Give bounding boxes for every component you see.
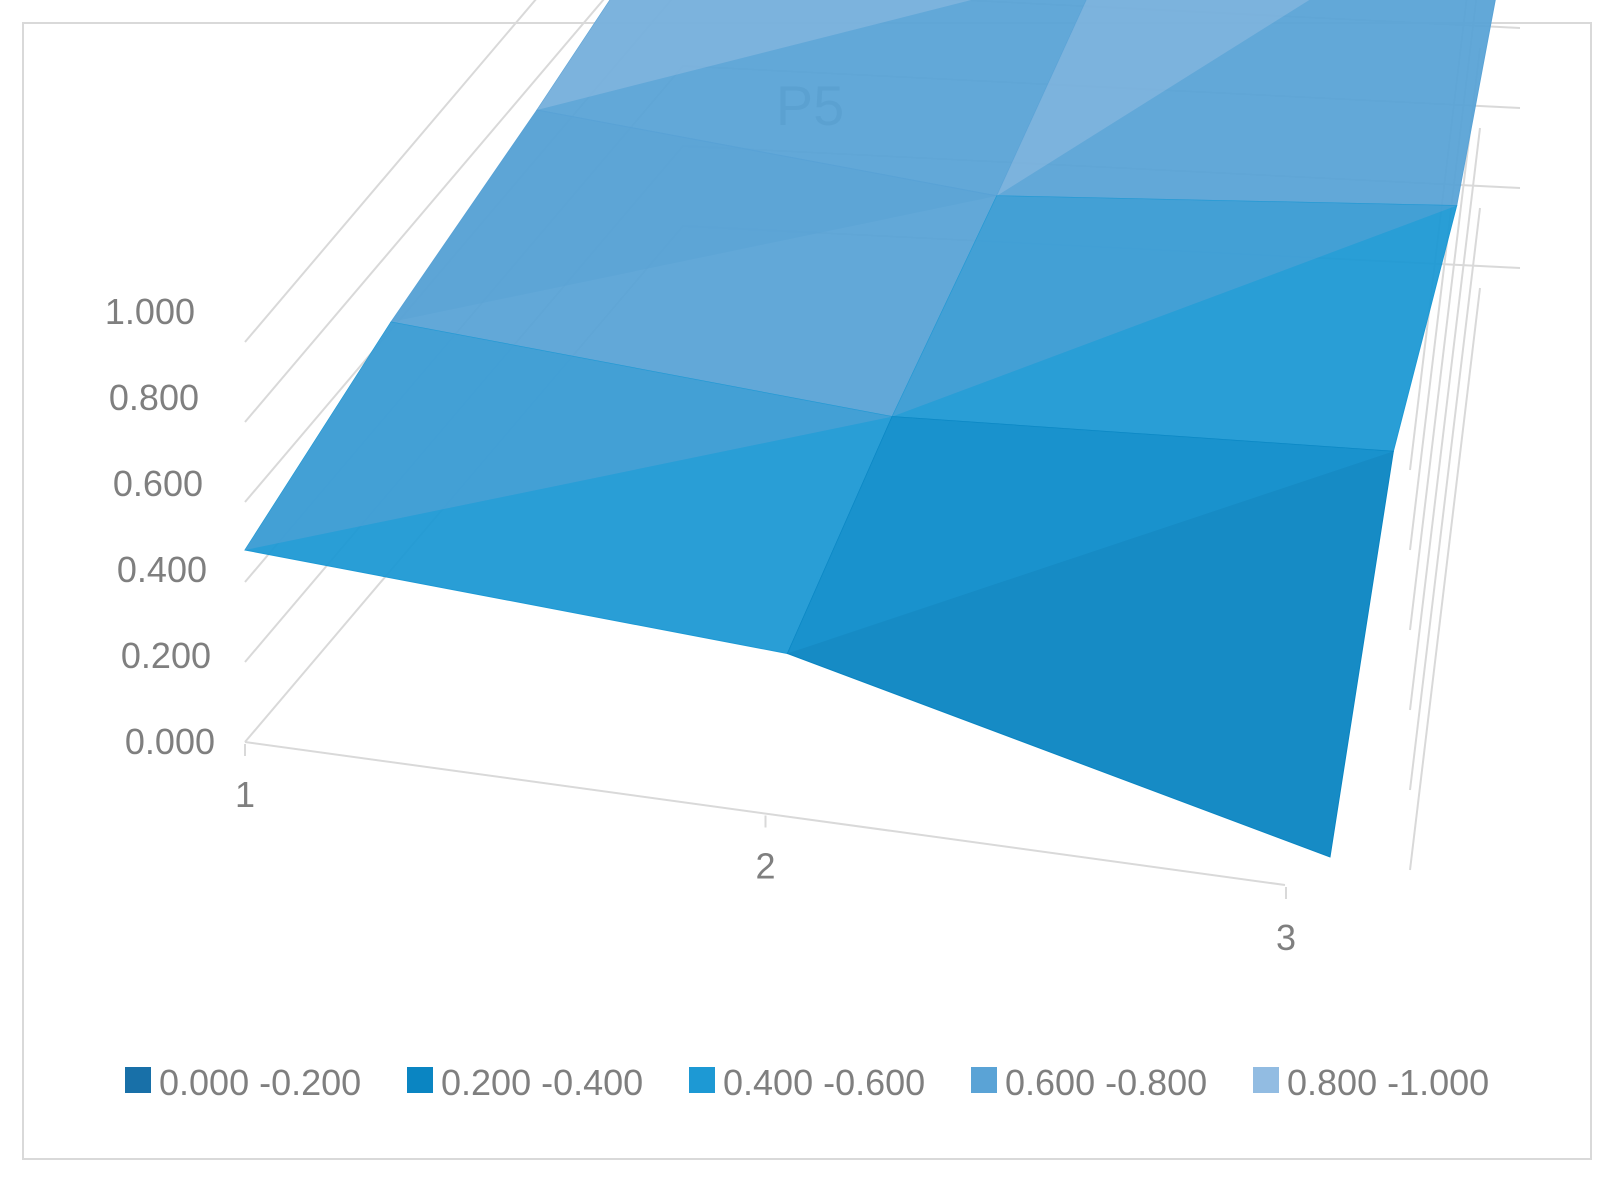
z-tick-label: 0.200 — [121, 635, 211, 676]
surface-facet — [892, 195, 1457, 417]
legend-swatch — [125, 1067, 151, 1093]
x-tick-label: 3 — [1276, 917, 1296, 958]
gridline — [244, 0, 605, 423]
x-tick-label: 1 — [235, 774, 255, 815]
surface-facet — [996, 0, 1310, 196]
x-axis-line — [244, 741, 1286, 886]
z-tick-label: 1.000 — [105, 291, 195, 332]
surface-plot — [244, 0, 1496, 858]
legend-swatch — [1253, 1067, 1279, 1093]
surface-facet — [245, 322, 893, 550]
z-tick-label: 0.600 — [113, 463, 203, 504]
gridline — [1409, 207, 1481, 791]
legend-swatch — [971, 1067, 997, 1093]
gridline — [1409, 287, 1481, 871]
z-tick-label: 0.400 — [117, 549, 207, 590]
legend-swatch — [689, 1067, 715, 1093]
legend-label: 0.800 -1.000 — [1287, 1062, 1489, 1103]
z-tick-label: 0.800 — [109, 377, 199, 418]
z-tick-label: 0.000 — [125, 721, 215, 762]
gridline — [1409, 127, 1481, 711]
legend-label: 0.400 -0.600 — [723, 1062, 925, 1103]
surface-facet — [787, 416, 1394, 654]
legend-swatch — [407, 1067, 433, 1093]
gridline — [244, 0, 537, 343]
legend-label: 0.600 -0.800 — [1005, 1062, 1207, 1103]
legend: 0.000 -0.200 0.200 -0.400 0.400 -0.600 0.60… — [125, 1062, 1489, 1103]
legend-label: 0.200 -0.400 — [441, 1062, 643, 1103]
legend-label: 0.000 -0.200 — [159, 1062, 361, 1103]
x-tick-label: 2 — [755, 846, 775, 887]
surface-facet — [391, 110, 997, 322]
axes: 0.000 0.200 0.400 0.600 0.800 1.000 1 2 3 — [105, 291, 1296, 958]
surface-facet — [537, 0, 972, 110]
